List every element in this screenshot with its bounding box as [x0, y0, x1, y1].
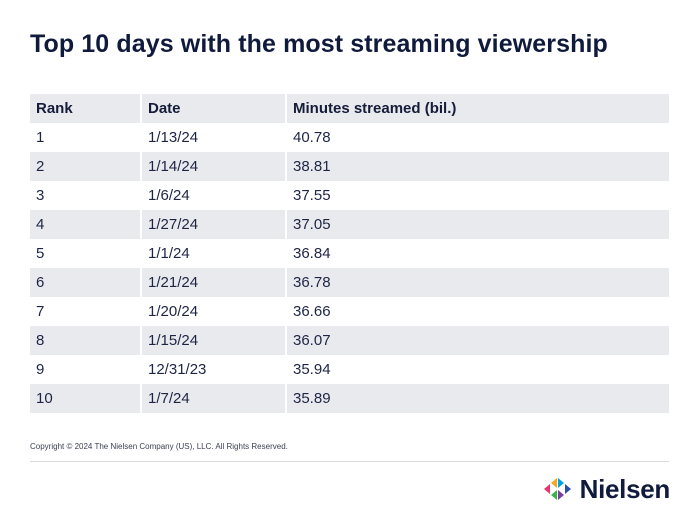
table-row: 5 1/1/24 36.84 [30, 239, 669, 268]
cell-rank: 8 [30, 326, 142, 355]
table-row: 1 1/13/24 40.78 [30, 123, 669, 152]
nielsen-logo-icon [543, 478, 571, 500]
cell-minutes: 35.89 [287, 384, 669, 413]
cell-date: 1/21/24 [142, 268, 287, 297]
table-body: 1 1/13/24 40.78 2 1/14/24 38.81 3 1/6/24 37.55 4 1… [30, 123, 669, 413]
table-header-row: Rank Date Minutes streamed (bil.) [30, 94, 669, 123]
cell-rank: 10 [30, 384, 142, 413]
cell-date: 1/15/24 [142, 326, 287, 355]
table-row: 9 12/31/23 35.94 [30, 355, 669, 384]
column-header-date: Date [142, 94, 287, 123]
table-row: 8 1/15/24 36.07 [30, 326, 669, 355]
cell-date: 1/6/24 [142, 181, 287, 210]
nielsen-logo: Nielsen [540, 472, 670, 506]
cell-minutes: 35.94 [287, 355, 669, 384]
cell-minutes: 36.78 [287, 268, 669, 297]
cell-minutes: 37.05 [287, 210, 669, 239]
column-header-rank: Rank [30, 94, 142, 123]
cell-rank: 4 [30, 210, 142, 239]
table-row: 7 1/20/24 36.66 [30, 297, 669, 326]
cell-date: 1/7/24 [142, 384, 287, 413]
cell-rank: 5 [30, 239, 142, 268]
table-row: 4 1/27/24 37.05 [30, 210, 669, 239]
cell-minutes: 40.78 [287, 123, 669, 152]
cell-minutes: 36.84 [287, 239, 669, 268]
nielsen-logo-text: Nielsen [579, 473, 671, 504]
cell-rank: 1 [30, 123, 142, 152]
cell-date: 1/14/24 [142, 152, 287, 181]
cell-rank: 2 [30, 152, 142, 181]
cell-rank: 7 [30, 297, 142, 326]
footer-divider [30, 461, 669, 462]
cell-date: 1/20/24 [142, 297, 287, 326]
cell-minutes: 36.07 [287, 326, 669, 355]
table-row: 2 1/14/24 38.81 [30, 152, 669, 181]
cell-minutes: 37.55 [287, 181, 669, 210]
cell-date: 1/27/24 [142, 210, 287, 239]
cell-rank: 3 [30, 181, 142, 210]
table-row: 10 1/7/24 35.89 [30, 384, 669, 413]
cell-rank: 9 [30, 355, 142, 384]
copyright-text: Copyright © 2024 The Nielsen Company (US… [30, 442, 288, 451]
table-row: 6 1/21/24 36.78 [30, 268, 669, 297]
column-header-minutes: Minutes streamed (bil.) [287, 94, 669, 123]
cell-date: 1/1/24 [142, 239, 287, 268]
cell-minutes: 38.81 [287, 152, 669, 181]
cell-date: 1/13/24 [142, 123, 287, 152]
streaming-table: Rank Date Minutes streamed (bil.) 1 1/13/… [30, 94, 669, 413]
cell-rank: 6 [30, 268, 142, 297]
chart-title: Top 10 days with the most streaming view… [30, 30, 608, 58]
cell-date: 12/31/23 [142, 355, 287, 384]
cell-minutes: 36.66 [287, 297, 669, 326]
table-row: 3 1/6/24 37.55 [30, 181, 669, 210]
